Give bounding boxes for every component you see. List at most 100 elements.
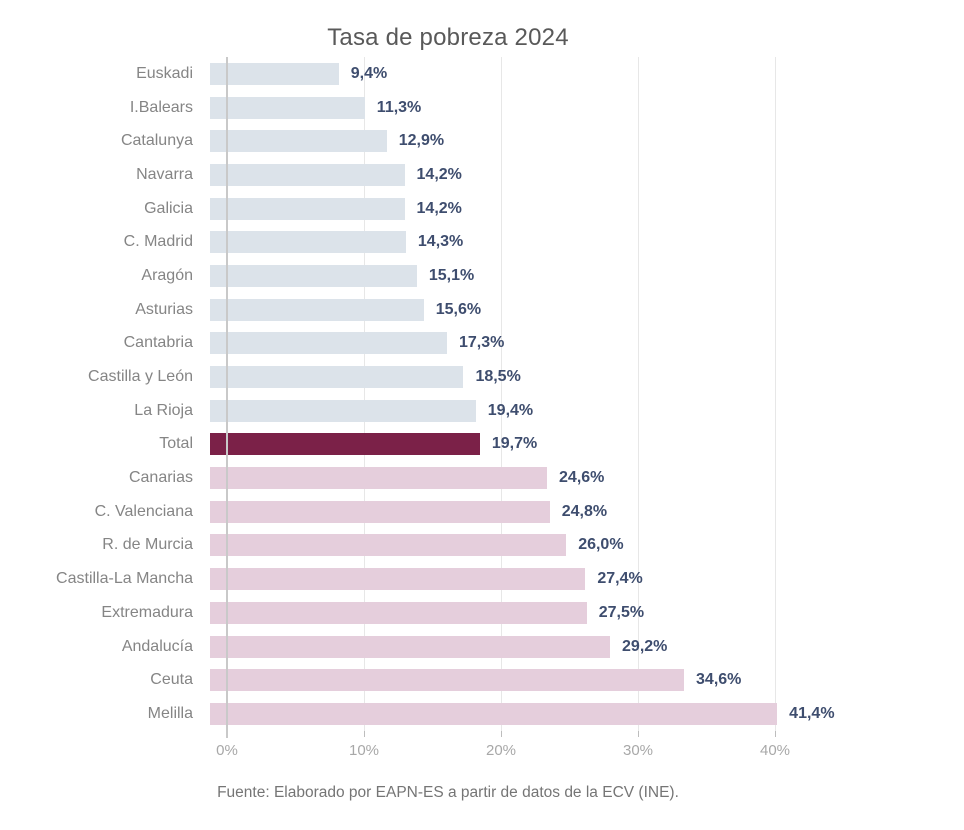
gridline [501, 57, 502, 731]
bar [210, 702, 778, 725]
axis-tick [638, 731, 639, 737]
bar [210, 332, 447, 355]
bar-row: Castilla-La Mancha 27,4% [0, 562, 964, 596]
bar-track: 18,5% [210, 366, 964, 389]
bar-track: 27,4% [210, 568, 964, 591]
value-label: 19,4% [487, 401, 534, 419]
axis-tick [775, 731, 776, 737]
x-tick-label: 20% [485, 741, 517, 759]
bar-row: Asturias 15,6% [0, 293, 964, 327]
bar-row: Ceuta 34,6% [0, 663, 964, 697]
bar-track: 19,7% [210, 433, 964, 456]
value-label: 41,4% [789, 704, 835, 722]
category-label: Navarra [136, 165, 193, 183]
bar-row: Galicia 14,2% [0, 192, 964, 226]
bar [210, 197, 405, 220]
value-label: 17,3% [459, 334, 505, 352]
value-label: 14,2% [416, 199, 462, 217]
gridline [638, 57, 639, 731]
value-label: 9,4% [350, 64, 388, 82]
value-label: 15,1% [428, 266, 475, 284]
category-label: Total [159, 435, 193, 453]
bar-row: Cantabria 17,3% [0, 327, 964, 361]
value-label: 24,6% [559, 469, 605, 487]
bar [210, 467, 548, 490]
value-label: 18,5% [475, 368, 521, 386]
axis-tick [501, 731, 502, 737]
bar-row: I.Balears 11,3% [0, 91, 964, 125]
bar-track: 14,2% [210, 163, 964, 186]
category-label: Canarias [128, 469, 193, 487]
bar-track: 11,3% [210, 96, 964, 119]
value-label: 26,0% [578, 536, 624, 554]
bar [210, 130, 387, 153]
x-axis: 0% 10% 20% 30% 40% [216, 741, 964, 764]
category-label: Euskadi [136, 64, 193, 82]
bar [210, 96, 365, 119]
category-label: Extremadura [101, 603, 193, 621]
bar [210, 399, 476, 422]
bar [210, 298, 424, 321]
value-label: 34,6% [696, 671, 742, 689]
bar-row: C. Madrid 14,3% [0, 225, 964, 259]
bar-track: 26,0% [210, 534, 964, 557]
category-label: Castilla-La Mancha [56, 570, 193, 588]
bar-row: Extremadura 27,5% [0, 596, 964, 630]
bar-track: 14,2% [210, 197, 964, 220]
x-tick-label: 40% [759, 741, 791, 759]
category-label: Ceuta [150, 671, 193, 689]
category-label: Melilla [147, 704, 193, 722]
category-label: La Rioja [134, 401, 193, 419]
bar-track: 41,4% [210, 702, 964, 725]
category-label: Cantabria [123, 334, 193, 352]
bar-track: 19,4% [210, 399, 964, 422]
bar [210, 669, 685, 692]
value-label: 11,3% [376, 98, 422, 116]
value-label: 27,4% [597, 570, 643, 588]
source-note: Fuente: Elaborado por EAPN-ES a partir d… [217, 783, 679, 801]
chart-title: Tasa de pobreza 2024 [327, 24, 569, 51]
bar [210, 500, 550, 523]
value-label: 15,6% [435, 300, 482, 318]
value-label: 14,2% [416, 165, 462, 183]
value-label: 14,3% [417, 233, 464, 251]
value-label: 24,8% [561, 502, 608, 520]
bar-row: R. de Murcia 26,0% [0, 529, 964, 563]
bar-track: 27,5% [210, 601, 964, 624]
bar-track: 14,3% [210, 231, 964, 254]
bar-track: 17,3% [210, 332, 964, 355]
x-tick-label: 0% [216, 741, 238, 759]
bar [210, 62, 339, 85]
bar-row: Castilla y León 18,5% [0, 360, 964, 394]
axis-tick [364, 731, 365, 737]
bar-row: Melilla 41,4% [0, 697, 964, 731]
grid-layer [227, 57, 947, 737]
plot-area: Euskadi 9,4% I.Balears 11,3% Catalunya 1… [0, 57, 964, 738]
bar [210, 568, 586, 591]
bar [210, 601, 587, 624]
bar [210, 264, 417, 287]
bar-track: 24,8% [210, 500, 964, 523]
category-label: I.Balears [129, 98, 193, 116]
category-label: Andalucía [121, 637, 193, 655]
bar-row: Euskadi 9,4% [0, 57, 964, 91]
category-label: Asturias [135, 300, 193, 318]
x-tick-label: 10% [348, 741, 380, 759]
category-label: C. Madrid [123, 233, 193, 251]
bar [210, 635, 611, 658]
bar-track: 15,1% [210, 264, 964, 287]
bar-row: Navarra 14,2% [0, 158, 964, 192]
gridline [775, 57, 776, 731]
bar-row: Aragón 15,1% [0, 259, 964, 293]
bar-track: 24,6% [210, 467, 964, 490]
bar-track: 15,6% [210, 298, 964, 321]
bar [210, 231, 406, 254]
y-axis-line [226, 57, 228, 738]
value-label: 19,7% [491, 435, 538, 453]
bar-track: 12,9% [210, 130, 964, 153]
category-label: R. de Murcia [102, 536, 193, 554]
bar-track: 34,6% [210, 669, 964, 692]
bar [210, 433, 480, 456]
bar-row: Canarias 24,6% [0, 461, 964, 495]
bar-row: Catalunya 12,9% [0, 124, 964, 158]
